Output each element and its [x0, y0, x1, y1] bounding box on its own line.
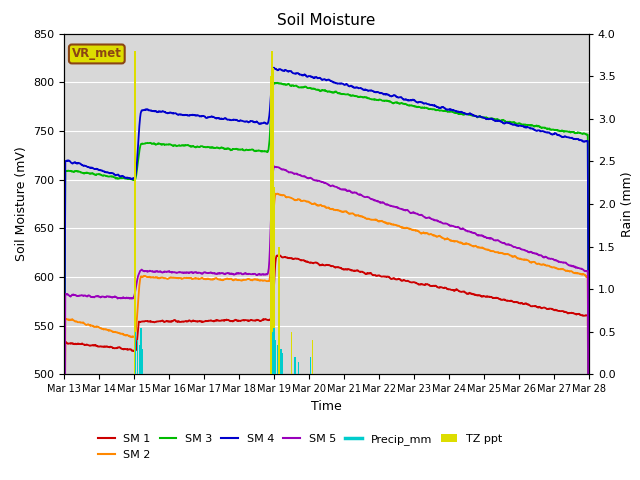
X-axis label: Time: Time — [311, 400, 342, 413]
Bar — [142, 349, 143, 374]
Bar — [282, 353, 284, 374]
Bar — [64, 326, 589, 374]
Bar — [140, 327, 141, 374]
Bar — [291, 332, 292, 374]
Bar — [277, 345, 278, 374]
Bar — [137, 340, 138, 374]
Bar — [310, 357, 311, 374]
Bar — [64, 228, 589, 277]
Bar — [270, 76, 272, 374]
Bar — [271, 332, 273, 374]
Bar — [275, 340, 276, 374]
Bar — [280, 349, 282, 374]
Bar — [273, 68, 274, 374]
Legend: SM 1, SM 2, SM 3, SM 4, SM 5, Precip_mm, TZ ppt: SM 1, SM 2, SM 3, SM 4, SM 5, Precip_mm,… — [93, 430, 507, 464]
Bar — [273, 327, 275, 374]
Bar — [64, 131, 589, 180]
Title: Soil Moisture: Soil Moisture — [277, 13, 376, 28]
Bar — [271, 51, 273, 374]
Bar — [273, 187, 275, 374]
Bar — [294, 357, 296, 374]
Bar — [278, 247, 280, 374]
Bar — [312, 340, 314, 374]
Text: VR_met: VR_met — [72, 48, 122, 60]
Bar — [135, 332, 136, 374]
Bar — [64, 34, 589, 82]
Y-axis label: Rain (mm): Rain (mm) — [621, 171, 634, 237]
Bar — [298, 361, 299, 374]
Bar — [139, 345, 140, 374]
Bar — [134, 51, 136, 374]
Y-axis label: Soil Moisture (mV): Soil Moisture (mV) — [15, 146, 28, 262]
